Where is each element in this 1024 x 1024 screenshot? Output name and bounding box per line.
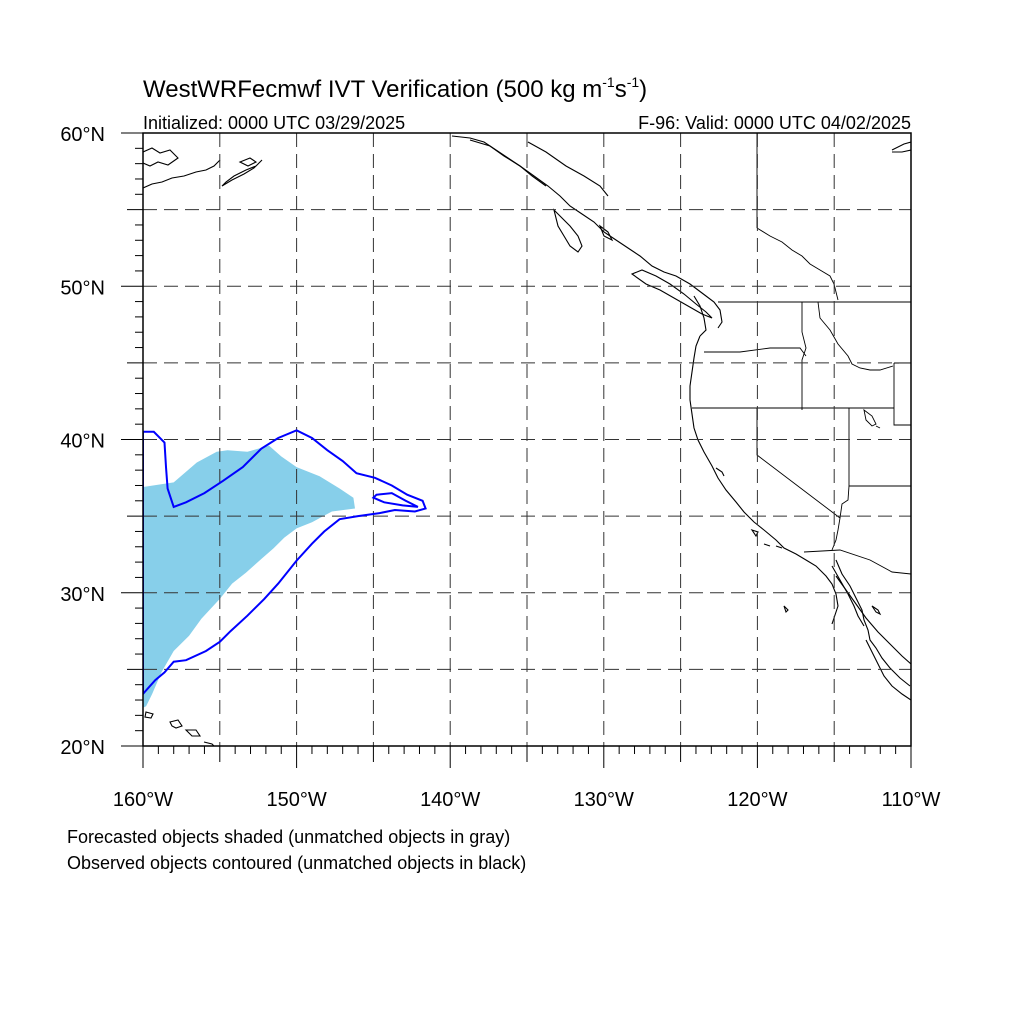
observed-object-contour <box>143 429 427 696</box>
map-gridlines <box>143 133 911 746</box>
valid-time: F-96: Valid: 0000 UTC 04/02/2025 <box>638 113 911 133</box>
latitude-label: 20°N <box>60 737 105 759</box>
longitude-labels: 160°W 150°W 140°W 130°W 120°W 110°W <box>113 789 941 811</box>
caption-forecast: Forecasted objects shaded (unmatched obj… <box>67 827 510 847</box>
latitude-labels: 60°N 50°N 40°N 30°N 20°N <box>60 124 105 759</box>
observed-object-inner-contour <box>371 492 419 508</box>
latitude-label: 60°N <box>60 124 105 146</box>
latitude-label: 50°N <box>60 277 105 299</box>
coastlines-basemap <box>143 135 911 746</box>
forecast-object-shading <box>143 445 355 708</box>
longitude-label: 120°W <box>727 789 787 811</box>
longitude-label: 150°W <box>266 789 326 811</box>
longitude-label: 130°W <box>574 789 634 811</box>
longitude-label: 140°W <box>420 789 480 811</box>
map-ticks <box>121 132 912 768</box>
political-boundaries <box>692 133 911 575</box>
longitude-label: 160°W <box>113 789 173 811</box>
caption-observed: Observed objects contoured (unmatched ob… <box>67 853 526 873</box>
figure-title: WestWRFecmwf IVT Verification (500 kg m-… <box>143 74 647 103</box>
latitude-label: 30°N <box>60 584 105 606</box>
longitude-label: 110°W <box>882 789 941 811</box>
initialized-time: Initialized: 0000 UTC 03/29/2025 <box>143 113 405 133</box>
latitude-label: 40°N <box>60 431 105 453</box>
map-panel: 160°W 150°W 140°W 130°W 120°W 110°W 60°N 50°N 4… <box>60 124 940 811</box>
